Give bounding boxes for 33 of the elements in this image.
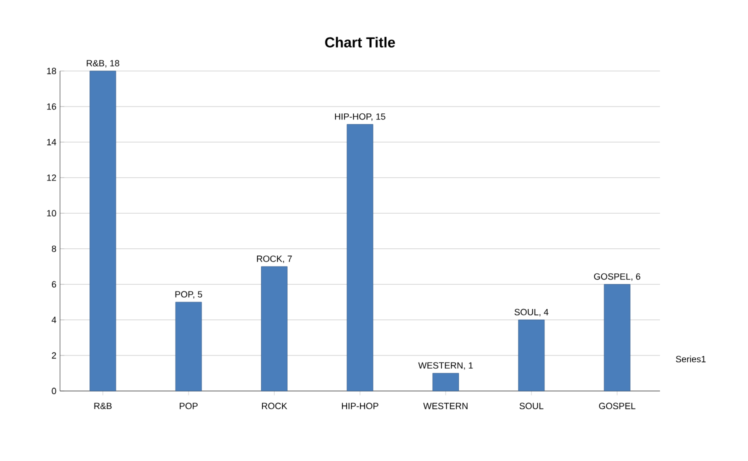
data-label: POP, 5 [175,291,202,299]
y-tick-label: 16 [47,103,56,110]
y-tick-label: 4 [52,316,56,323]
bar [175,302,202,392]
bar [261,266,288,392]
y-tick-label: 2 [52,352,56,359]
data-label: SOUL, 4 [514,308,548,316]
y-tick-label: 12 [47,174,56,181]
x-tick-label: WESTERN [423,402,468,410]
x-tick-label: POP [180,402,198,410]
y-tick-label: 18 [47,68,56,74]
x-tick-label: ROCK [262,402,288,410]
data-label: WESTERN, 1 [418,362,473,370]
y-tick-label: 6 [52,281,56,288]
x-tick-label: R&B [94,402,112,410]
bar [518,320,545,392]
y-tick-label: 0 [52,388,56,394]
y-tick-label: 14 [47,139,56,146]
bar [432,373,459,392]
data-label: GOSPEL, 6 [594,273,640,281]
x-tick-label: SOUL [520,402,544,410]
chart-title: Chart Title [325,36,395,48]
x-tick-label: HIP-HOP [342,402,378,410]
data-label: HIP-HOP, 15 [335,113,386,121]
y-tick-label: 10 [47,210,56,216]
data-label: R&B, 18 [86,60,120,68]
bar [604,284,630,392]
y-tick-label: 8 [52,246,56,252]
bar [90,70,116,392]
bar [346,124,374,392]
text: Series1 [676,356,706,362]
data-label: ROCK, 7 [257,256,292,264]
x-tick-label: GOSPEL [599,402,636,410]
